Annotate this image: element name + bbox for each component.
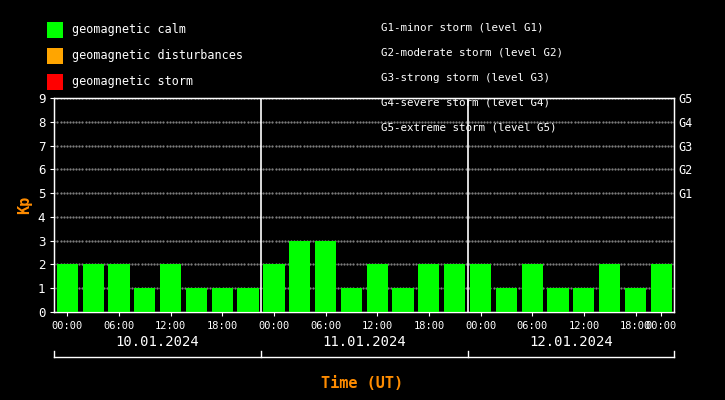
Bar bbox=[470, 264, 491, 312]
Bar bbox=[212, 288, 233, 312]
Text: G1-minor storm (level G1): G1-minor storm (level G1) bbox=[381, 23, 543, 33]
Bar bbox=[418, 264, 439, 312]
Bar bbox=[315, 241, 336, 312]
Bar bbox=[341, 288, 362, 312]
Y-axis label: Kp: Kp bbox=[17, 196, 33, 214]
Text: geomagnetic calm: geomagnetic calm bbox=[72, 24, 186, 36]
Text: 10.01.2024: 10.01.2024 bbox=[116, 335, 199, 349]
Bar bbox=[444, 264, 465, 312]
Bar bbox=[134, 288, 155, 312]
Bar bbox=[238, 288, 259, 312]
Bar bbox=[289, 241, 310, 312]
Text: geomagnetic storm: geomagnetic storm bbox=[72, 76, 193, 88]
Text: 12.01.2024: 12.01.2024 bbox=[529, 335, 613, 349]
Bar bbox=[496, 288, 517, 312]
Text: G3-strong storm (level G3): G3-strong storm (level G3) bbox=[381, 72, 550, 82]
Text: 11.01.2024: 11.01.2024 bbox=[323, 335, 406, 349]
Bar bbox=[392, 288, 414, 312]
Bar bbox=[83, 264, 104, 312]
Bar bbox=[263, 264, 284, 312]
Text: Time (UT): Time (UT) bbox=[321, 376, 404, 392]
Bar bbox=[160, 264, 181, 312]
Bar bbox=[599, 264, 621, 312]
Text: geomagnetic disturbances: geomagnetic disturbances bbox=[72, 50, 243, 62]
Bar bbox=[367, 264, 388, 312]
Text: G5-extreme storm (level G5): G5-extreme storm (level G5) bbox=[381, 122, 556, 132]
Bar bbox=[521, 264, 543, 312]
Text: G2-moderate storm (level G2): G2-moderate storm (level G2) bbox=[381, 48, 563, 58]
Bar bbox=[57, 264, 78, 312]
Text: G4-severe storm (level G4): G4-severe storm (level G4) bbox=[381, 97, 550, 107]
Bar bbox=[625, 288, 646, 312]
Bar bbox=[573, 288, 594, 312]
Bar bbox=[651, 264, 672, 312]
Bar bbox=[186, 288, 207, 312]
Bar bbox=[108, 264, 130, 312]
Bar bbox=[547, 288, 568, 312]
